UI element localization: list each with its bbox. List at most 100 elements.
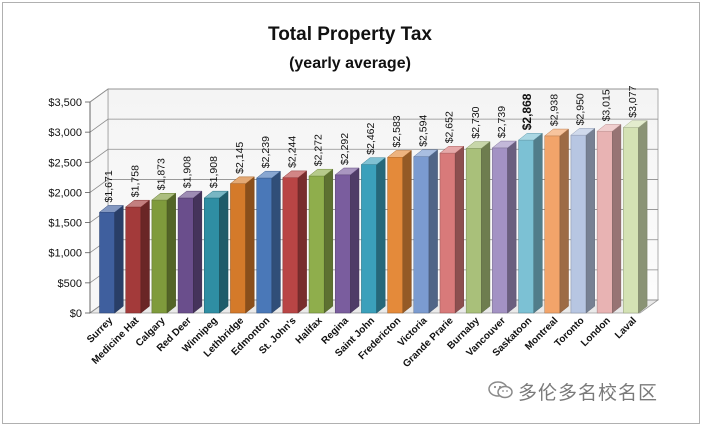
- bar: [465, 148, 482, 314]
- bar: [151, 199, 168, 314]
- bar-top: [124, 199, 151, 208]
- bar-top: [203, 190, 229, 199]
- bar-top: [544, 128, 570, 137]
- data-label: $3,015: [601, 89, 613, 121]
- data-label: $1,671: [103, 170, 115, 202]
- bar-side: [114, 204, 124, 314]
- bar: [204, 197, 220, 314]
- bar-side: [612, 123, 622, 314]
- bar: [256, 177, 273, 314]
- bar: [623, 127, 639, 314]
- bar-side: [559, 128, 569, 314]
- category-label: Halifax: [294, 315, 325, 346]
- bar-top: [98, 205, 124, 213]
- bar-side: [402, 149, 412, 314]
- bar-side: [166, 192, 176, 314]
- y-tick-label: $0: [70, 308, 82, 320]
- bar: [596, 130, 613, 314]
- bar-side: [271, 170, 281, 314]
- chart-subtitle: (yearly average): [289, 55, 411, 72]
- category-label: Laval: [613, 315, 639, 341]
- category-label: London: [579, 315, 613, 349]
- data-label: $2,652: [444, 111, 456, 143]
- bar-top: [517, 133, 544, 141]
- bar-side: [454, 145, 464, 314]
- wechat-icon: [488, 381, 513, 399]
- bar: [544, 135, 561, 314]
- gridline: [89, 118, 658, 133]
- bar-side: [219, 190, 229, 314]
- bar: [518, 139, 534, 314]
- y-tick-label: $2,000: [48, 187, 82, 199]
- bar-top: [439, 146, 465, 154]
- bar-top: [491, 140, 517, 149]
- bar-top: [255, 170, 282, 179]
- bar-top: [177, 190, 203, 199]
- y-tick-label: $500: [58, 278, 82, 290]
- bar: [282, 177, 299, 314]
- bar-top: [413, 149, 439, 157]
- chart-title: Total Property Tax: [268, 24, 432, 45]
- data-label: $2,292: [339, 133, 351, 165]
- data-label: $1,908: [182, 156, 194, 188]
- bar: [570, 134, 587, 314]
- bar: [413, 156, 430, 314]
- data-label: $2,594: [417, 115, 429, 147]
- bar-side: [533, 132, 543, 314]
- bar: [361, 164, 377, 314]
- bar-side: [376, 157, 386, 314]
- data-label: $2,583: [391, 115, 403, 147]
- data-label: $2,239: [260, 136, 272, 168]
- bar-top: [308, 168, 334, 177]
- bar-side: [350, 167, 360, 314]
- bar-side: [585, 127, 595, 314]
- gridline: [89, 88, 658, 103]
- data-label: $2,272: [313, 134, 325, 166]
- data-label: $2,938: [548, 94, 560, 126]
- data-label: $2,739: [496, 106, 508, 138]
- data-label: $1,873: [155, 158, 167, 190]
- bar-top: [570, 128, 596, 136]
- bar-top: [386, 150, 413, 158]
- y-tick-label: $3,000: [48, 127, 82, 139]
- bar-top: [282, 170, 308, 178]
- plot-area: $0 $500 $1,000 $1,500 $2,000 $2,500 $3,000 $3,5…: [48, 85, 660, 370]
- bar-side: [638, 120, 648, 314]
- data-label: $3,077: [627, 85, 639, 117]
- bar: [492, 147, 508, 314]
- bar-side: [140, 199, 150, 314]
- data-label: $2,730: [470, 106, 482, 138]
- y-tick-label: $1,000: [48, 248, 82, 260]
- bar-side: [193, 190, 203, 314]
- bar: [387, 157, 404, 314]
- bar: [99, 212, 115, 314]
- data-label: $2,868: [520, 93, 534, 130]
- bar: [334, 174, 351, 314]
- data-label: $2,950: [575, 93, 587, 125]
- data-label: $2,244: [286, 136, 298, 168]
- bar: [308, 175, 325, 314]
- bar-side: [481, 141, 491, 314]
- data-label: $1,758: [129, 165, 141, 197]
- bar: [177, 197, 194, 314]
- bar: [439, 152, 456, 314]
- bar-side: [507, 140, 517, 314]
- bar-side: [245, 176, 255, 314]
- y-tick-label: $3,500: [48, 97, 82, 109]
- bar: [125, 206, 142, 314]
- bar-top: [465, 141, 491, 149]
- bar-top: [229, 176, 255, 184]
- y-tick-label: $1,500: [48, 218, 82, 230]
- data-label: $1,908: [208, 156, 220, 188]
- bar-side: [323, 168, 334, 314]
- data-label: $2,462: [365, 122, 377, 154]
- bar-side: [297, 170, 307, 314]
- data-label: $2,145: [234, 142, 246, 174]
- bar-side: [428, 149, 438, 314]
- bar-top: [622, 120, 648, 128]
- watermark-text: 多伦多名校名区: [518, 382, 659, 404]
- bar-top: [360, 157, 386, 165]
- bar-top: [334, 167, 360, 176]
- bar-top: [151, 193, 177, 201]
